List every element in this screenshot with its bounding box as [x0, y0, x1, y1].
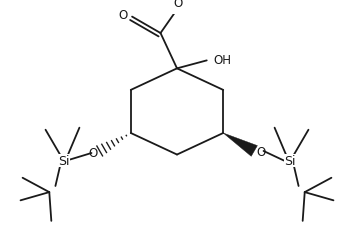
Text: O: O [88, 147, 98, 160]
Text: OH: OH [213, 54, 231, 67]
Text: Si: Si [284, 154, 296, 167]
Text: O: O [173, 0, 183, 10]
Polygon shape [223, 133, 257, 157]
Text: O: O [118, 9, 127, 22]
Text: Si: Si [58, 154, 70, 167]
Text: O: O [257, 146, 266, 159]
